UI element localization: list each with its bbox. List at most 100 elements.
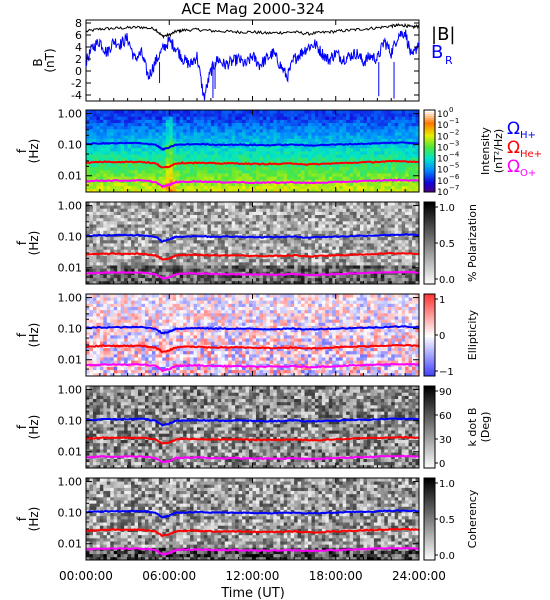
intensity-cell [259,122,264,127]
intensity-cell [151,147,156,152]
intensity-cell [356,188,361,193]
polarization-cell [387,239,392,244]
polarization-cell [155,246,160,250]
polarization-cell [283,239,288,244]
intensity-cell [346,119,351,124]
intensity-cell [342,119,347,124]
polarization-cell [151,246,156,250]
polarization-cell [346,246,351,250]
polarization-cell [210,252,215,257]
intensity-cell [190,182,194,187]
intensity-cell [86,185,90,190]
intensity-colorbar-tick-exp: −6 [449,173,460,181]
intensity-cell [415,185,420,190]
intensity-cell [138,185,142,190]
polarization-cell [366,265,371,269]
polarization-cell [183,280,187,285]
intensity-cell [190,122,194,127]
polarization-cell [172,217,177,222]
intensity-cell [380,119,385,124]
polarization-cell [235,261,240,266]
polarization-cell [321,268,326,272]
intensity-cell [155,147,160,152]
polarization-cell [245,230,250,234]
intensity-cell [380,157,385,161]
polarization-cell [134,249,139,253]
intensity-cell [117,147,122,152]
intensity-cell [193,116,198,120]
intensity-cell [387,166,392,171]
polarization-cell [245,258,250,263]
intensity-cell [186,128,191,133]
intensity-cell [151,163,156,168]
polarization-cell [266,205,271,209]
intensity-cell [269,182,274,187]
intensity-cell [353,110,357,114]
intensity-cell [373,132,378,136]
polarization-cell [99,224,104,228]
intensity-cell [86,188,90,193]
intensity-cell [318,138,323,142]
intensity-cell [387,113,392,117]
polarization-cell [318,249,323,253]
intensity-cell [328,128,333,133]
intensity-cell [405,119,409,124]
polarization-cell [155,268,160,272]
intensity-cell [217,147,222,152]
intensity-cell [162,176,167,180]
intensity-cell [172,182,177,187]
intensity-cell [155,141,160,146]
polarization-cell [276,227,281,231]
intensity-cell [287,173,292,177]
intensity-cell [266,113,271,117]
polarization-cell [214,224,219,228]
polarization-cell [110,249,115,253]
intensity-cell [131,113,135,117]
polarization-cell [301,277,305,282]
intensity-cell [113,135,118,139]
series-line-b-magnitude [85,22,420,40]
polarization-cell [179,255,184,260]
intensity-cell [276,113,281,117]
intensity-cell [131,188,135,193]
intensity-cell [321,147,326,152]
intensity-cell [144,188,149,193]
polarization-cell [179,239,184,244]
polarization-cell [342,239,347,244]
polarization-cell [134,239,139,244]
intensity-cell [360,144,364,149]
intensity-cell [221,138,226,142]
intensity-cell [113,147,118,152]
polarization-cell [328,217,333,222]
polarization-cell [356,214,361,219]
polarization-cell [120,280,125,285]
polarization-cell [360,274,364,279]
polarization-cell [294,249,298,253]
intensity-cell [200,119,205,124]
polarization-cell [231,271,236,275]
polarization-cell [321,217,326,222]
polarization-cell [231,274,236,279]
intensity-cell [408,128,413,133]
intensity-cell [273,125,278,130]
intensity-cell [262,173,267,177]
polarization-cell [106,205,111,209]
intensity-cell [249,119,253,124]
intensity-cell [144,176,149,180]
polarization-cell [235,265,240,269]
intensity-cell [294,185,298,190]
intensity-cell [276,157,281,161]
polarization-cell [134,214,139,219]
intensity-cell [349,144,354,149]
intensity-cell [363,157,368,161]
polarization-cell [176,249,181,253]
intensity-cell [373,110,378,114]
polarization-cell [124,224,129,228]
intensity-cell [346,188,351,193]
intensity-cell [141,169,146,174]
intensity-cell [210,188,215,193]
intensity-cell [89,138,94,142]
polarization-cell [214,227,219,231]
polarization-cell [373,261,378,266]
intensity-cell [249,113,253,117]
